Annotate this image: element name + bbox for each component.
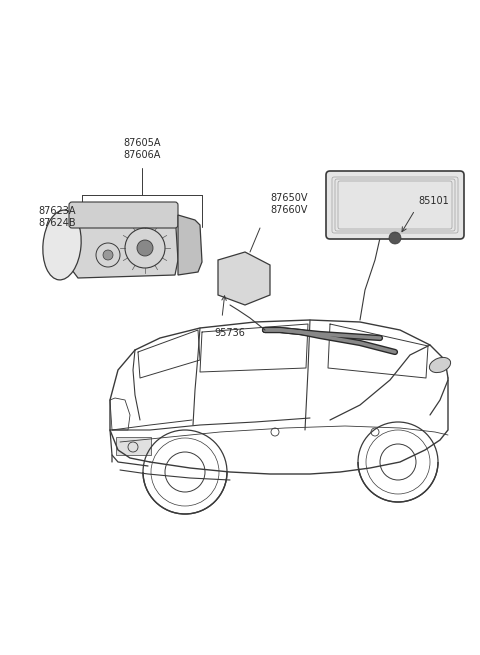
Ellipse shape — [430, 358, 451, 373]
Circle shape — [137, 240, 153, 256]
Polygon shape — [72, 208, 178, 278]
Text: 87605A
87606A: 87605A 87606A — [123, 138, 161, 160]
Text: 95736: 95736 — [215, 328, 245, 338]
Text: 87650V
87660V: 87650V 87660V — [270, 193, 308, 215]
Text: 85101: 85101 — [418, 196, 449, 206]
Circle shape — [389, 232, 401, 244]
Ellipse shape — [43, 210, 81, 280]
FancyBboxPatch shape — [116, 437, 151, 455]
FancyBboxPatch shape — [69, 202, 178, 228]
FancyBboxPatch shape — [326, 171, 464, 239]
Polygon shape — [218, 252, 270, 305]
Polygon shape — [178, 215, 202, 275]
Text: 87623A
87624B: 87623A 87624B — [38, 206, 76, 228]
Circle shape — [103, 250, 113, 260]
